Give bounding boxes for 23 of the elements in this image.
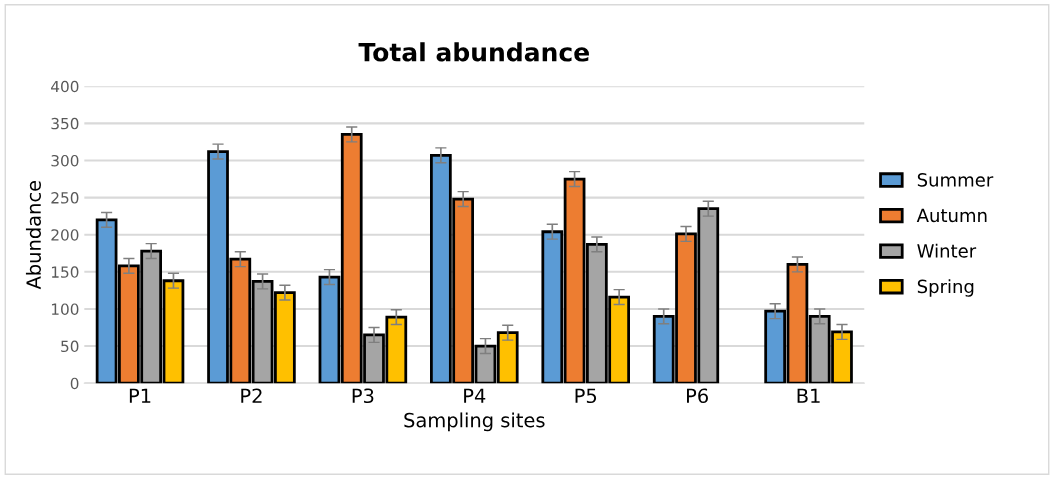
x-tick-label: P3 — [352, 388, 374, 404]
x-tick-label: P1 — [129, 388, 151, 403]
y-tick-label: 50 — [61, 340, 79, 353]
chart-title: Total abundance — [358, 42, 589, 62]
y-tick-label: 300 — [51, 154, 79, 167]
y-tick-label: 0 — [70, 377, 79, 390]
y-tick-label: 350 — [51, 117, 79, 130]
x-tick-label: P2 — [241, 388, 262, 403]
x-tick-label: B1 — [797, 388, 820, 403]
x-axis-title: Sampling sites — [404, 412, 545, 432]
y-tick-label: 400 — [51, 80, 79, 93]
legend-label: Summer — [917, 173, 994, 187]
legend-label: Spring — [917, 279, 974, 297]
x-tick-label: P5 — [575, 388, 597, 404]
y-tick-label: 250 — [51, 192, 79, 204]
y-tick-label: 100 — [51, 303, 79, 315]
x-tick-label: P6 — [687, 388, 708, 404]
x-tick-label: P4 — [464, 388, 486, 403]
y-tick-label: 150 — [51, 266, 79, 278]
legend-label: Autumn — [916, 208, 987, 223]
y-tick-label: 200 — [51, 229, 79, 241]
legend-label: Winter — [917, 243, 977, 258]
y-axis-title: Abundance — [25, 180, 41, 290]
